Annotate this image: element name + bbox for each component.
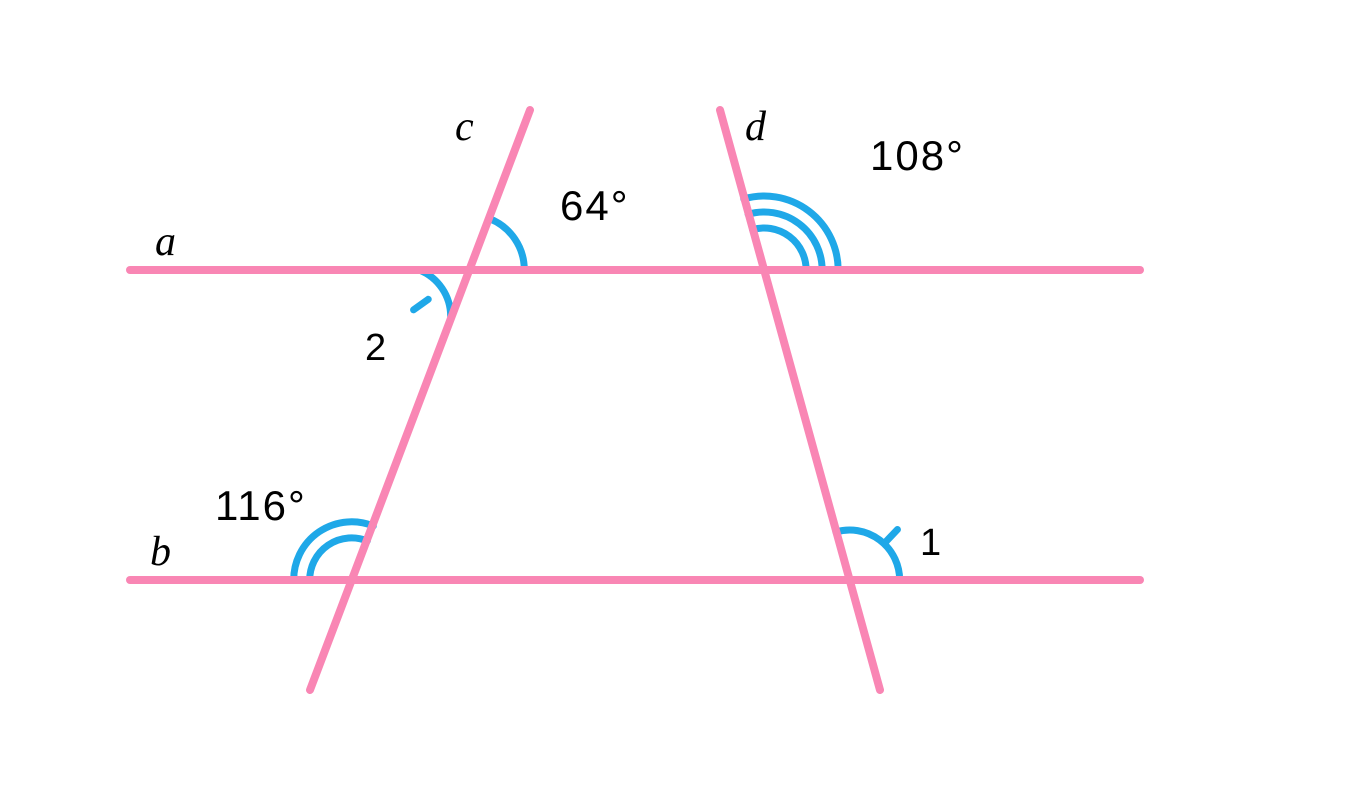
labels: a b c d 64° 108° 116° 1 2 (150, 104, 965, 575)
angle-arcs (294, 196, 900, 580)
label-c: c (455, 104, 474, 150)
label-b: b (150, 529, 171, 575)
arc-64 (490, 219, 525, 270)
label-64: 64° (560, 182, 630, 229)
line-d (720, 110, 880, 690)
label-d: d (745, 104, 767, 150)
label-108: 108° (870, 132, 965, 179)
label-116: 116° (215, 482, 307, 529)
lines (130, 110, 1140, 690)
label-a: a (155, 219, 176, 265)
line-c (310, 110, 530, 690)
arc-2-tick (414, 299, 429, 310)
label-1: 1 (920, 522, 941, 564)
arc-2 (419, 270, 450, 317)
geometry-diagram: a b c d 64° 108° 116° 1 2 (0, 0, 1350, 798)
arc-1-tick (885, 529, 898, 542)
label-2: 2 (365, 327, 386, 369)
